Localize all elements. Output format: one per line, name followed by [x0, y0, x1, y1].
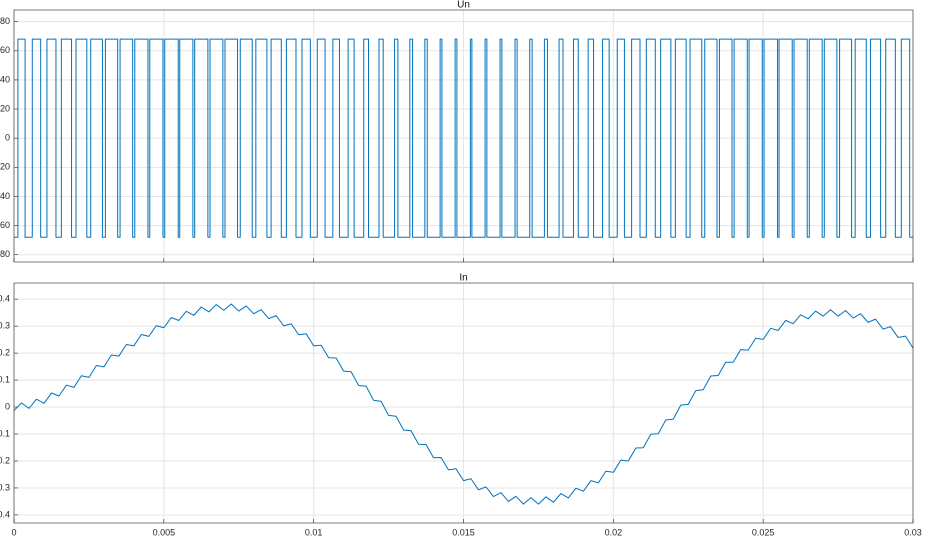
y-tick-label: -0.2 [0, 455, 10, 465]
x-tick-label: 0.015 [452, 527, 475, 537]
x-tick-label: 0.03 [904, 527, 922, 537]
x-tick-label: 0.02 [605, 527, 623, 537]
chart-title: In [459, 273, 467, 284]
y-tick-label: -40 [0, 191, 10, 201]
y-tick-label: 40 [0, 74, 10, 84]
y-tick-label: -0.4 [0, 509, 10, 519]
data-line [13, 303, 914, 505]
y-tick-label: 80 [0, 16, 10, 26]
y-tick-label: 0 [5, 401, 10, 411]
x-tick-label: 0.01 [305, 527, 323, 537]
y-tick-label: 0.2 [0, 347, 10, 357]
x-tick-label: 0.005 [153, 527, 176, 537]
plot-frame [13, 9, 914, 263]
y-tick-label: 0.3 [0, 321, 10, 331]
y-tick-label: 0.1 [0, 374, 10, 384]
y-tick-label: 0.4 [0, 294, 10, 304]
y-tick-label: -80 [0, 249, 10, 259]
data-line [14, 38, 913, 238]
y-tick-label: 20 [0, 103, 10, 113]
x-tick-label: 0 [11, 527, 16, 537]
y-tick-label: -20 [0, 162, 10, 172]
x-tick-label: 0.025 [752, 527, 775, 537]
y-tick-label: 0 [5, 133, 10, 143]
y-tick-label: -0.1 [0, 428, 10, 438]
y-tick-label: 60 [0, 45, 10, 55]
plot-frame [13, 282, 914, 524]
chart-title: Un [457, 0, 470, 11]
y-tick-label: -60 [0, 220, 10, 230]
y-tick-label: -0.3 [0, 482, 10, 492]
